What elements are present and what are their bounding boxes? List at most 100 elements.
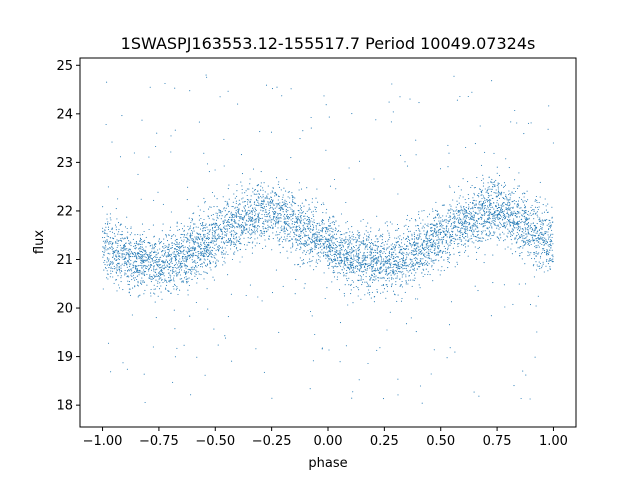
data-point: [131, 272, 133, 274]
data-point: [411, 246, 413, 248]
data-point: [315, 197, 317, 199]
data-point: [541, 221, 543, 223]
data-point: [254, 209, 257, 211]
data-point: [341, 258, 343, 260]
data-point: [366, 286, 368, 288]
data-point: [478, 201, 480, 204]
data-point: [169, 274, 171, 276]
data-point: [508, 220, 510, 222]
data-point: [154, 245, 156, 247]
data-point: [212, 229, 214, 231]
data-point: [449, 241, 451, 243]
data-point: [388, 252, 390, 254]
data-point: [199, 228, 202, 230]
data-point: [300, 232, 302, 234]
data-point: [224, 200, 226, 202]
data-point: [214, 234, 216, 236]
data-point: [543, 211, 546, 213]
data-point: [517, 233, 520, 235]
data-point: [219, 246, 222, 248]
data-point: [242, 197, 244, 199]
data-point: [136, 284, 139, 286]
data-point: [487, 189, 489, 191]
data-point: [236, 215, 238, 217]
data-point: [119, 272, 121, 274]
data-point: [217, 226, 219, 228]
data-point: [507, 208, 509, 210]
data-point: [200, 236, 202, 238]
data-point: [203, 218, 205, 221]
data-point: [369, 248, 371, 250]
data-point: [463, 208, 465, 210]
data-point: [175, 270, 177, 272]
data-point: [299, 257, 301, 259]
data-point: [534, 235, 536, 237]
data-point: [231, 230, 233, 232]
data-point: [106, 218, 108, 220]
data-point: [386, 286, 388, 288]
data-point: [145, 253, 147, 256]
data-point: [315, 246, 318, 249]
data-point: [473, 206, 475, 208]
data-point: [508, 194, 510, 196]
data-point: [117, 262, 119, 264]
data-point: [248, 215, 250, 217]
data-point: [299, 138, 301, 140]
data-point: [150, 295, 152, 297]
data-point: [378, 272, 380, 274]
data-point: [421, 263, 423, 266]
data-point: [549, 259, 552, 261]
data-point: [120, 265, 122, 267]
data-point: [341, 269, 343, 271]
data-point: [270, 221, 272, 223]
data-point: [360, 265, 362, 267]
data-point: [482, 174, 484, 176]
data-point: [432, 280, 434, 282]
data-point: [316, 259, 318, 261]
data-point: [199, 223, 202, 225]
data-point: [527, 225, 529, 227]
data-point: [308, 227, 310, 229]
data-point: [400, 263, 402, 265]
data-point: [517, 185, 519, 187]
data-point: [215, 264, 217, 266]
data-point: [478, 218, 480, 221]
data-point: [487, 214, 489, 216]
data-point: [533, 276, 535, 278]
data-point: [492, 183, 494, 186]
data-point: [368, 254, 370, 256]
data-point: [324, 247, 326, 249]
data-point: [319, 244, 321, 246]
data-point: [469, 213, 471, 215]
data-point: [192, 238, 194, 240]
data-point: [227, 90, 229, 92]
data-point: [430, 227, 432, 229]
data-point: [253, 227, 255, 229]
data-point: [432, 261, 434, 263]
data-point: [133, 277, 135, 279]
data-point: [436, 222, 438, 224]
data-point: [381, 245, 383, 247]
data-point: [131, 252, 133, 255]
data-point: [367, 236, 369, 238]
data-point: [382, 247, 384, 250]
data-point: [509, 207, 511, 209]
data-point: [123, 249, 125, 252]
data-point: [276, 219, 278, 221]
data-point: [169, 255, 171, 257]
data-point: [106, 273, 108, 275]
data-point: [175, 253, 177, 256]
data-point: [490, 222, 492, 224]
data-point: [263, 207, 265, 210]
data-point: [186, 252, 188, 254]
data-point: [396, 277, 398, 279]
data-point: [200, 242, 202, 244]
data-point: [227, 202, 229, 204]
data-point: [552, 256, 554, 258]
data-point: [406, 240, 408, 242]
data-point: [378, 229, 380, 232]
data-point: [141, 273, 143, 275]
data-point: [380, 260, 382, 262]
data-point: [307, 227, 309, 229]
data-point: [143, 273, 145, 275]
